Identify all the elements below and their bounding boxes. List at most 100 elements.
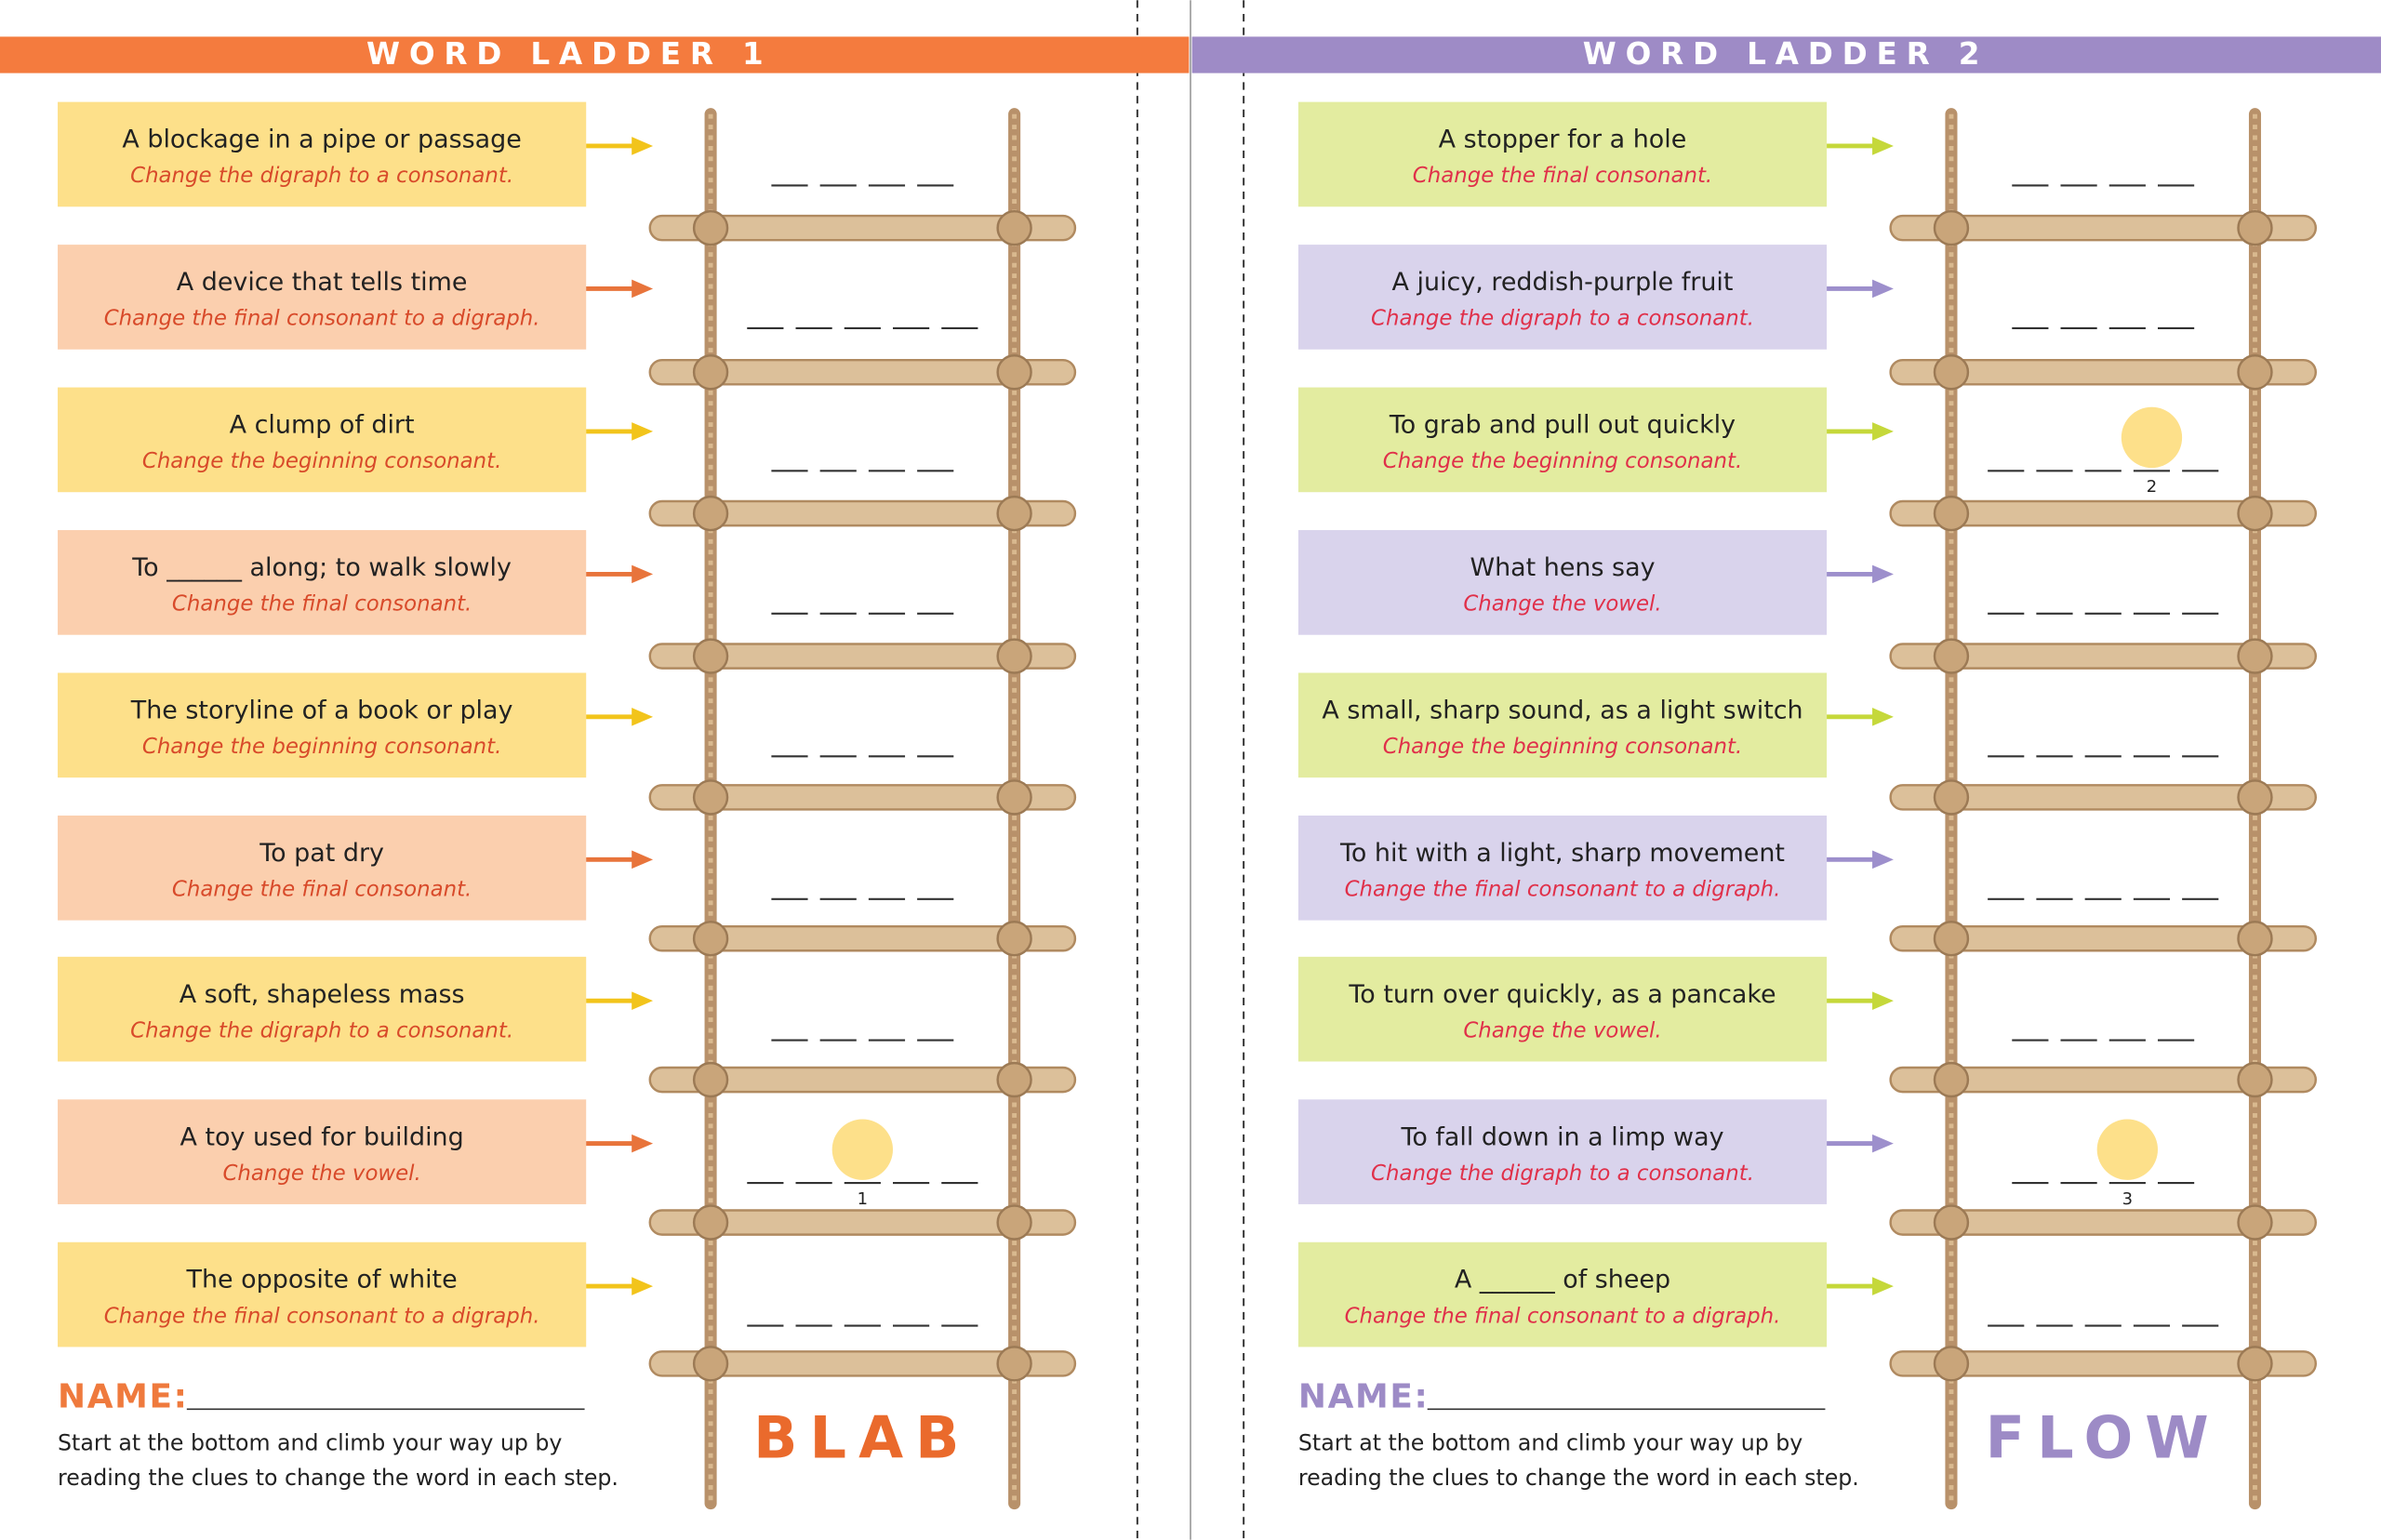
rung — [648, 1066, 1077, 1094]
rung — [648, 643, 1077, 670]
name-label: NAME: — [58, 1378, 189, 1416]
knot — [692, 495, 729, 532]
clue-text: A ______ of sheep — [1455, 1266, 1670, 1294]
rung — [648, 924, 1077, 952]
answer-circle — [831, 1119, 893, 1180]
header-bar — [1191, 36, 2381, 73]
knot — [2237, 779, 2273, 816]
knot — [1933, 779, 1970, 816]
knot — [692, 1346, 729, 1382]
clue-box — [58, 245, 587, 350]
clue-text: A toy used for building — [180, 1122, 464, 1151]
clue-hint: Change the beginning consonant. — [1383, 735, 1742, 759]
clue-hint: Change the final consonant. — [1413, 164, 1712, 188]
knot — [692, 638, 729, 674]
clue-box — [58, 387, 587, 493]
arrow-head — [632, 1277, 654, 1295]
knot — [692, 921, 729, 957]
instructions: reading the clues to change the word in … — [1298, 1465, 1859, 1491]
knot — [2237, 638, 2273, 674]
clue-text: A device that tells time — [177, 268, 468, 297]
knot — [692, 779, 729, 816]
arrow-head — [1872, 708, 1894, 726]
start-word: FLOW — [1986, 1404, 2221, 1472]
clue-box — [58, 101, 587, 207]
rung — [648, 1350, 1077, 1377]
knot — [996, 921, 1032, 957]
clue-box — [1297, 530, 1828, 635]
knot — [2237, 921, 2273, 957]
arrow-head — [632, 422, 654, 441]
arrow-head — [1872, 279, 1894, 299]
knot — [996, 495, 1032, 532]
knot — [2237, 354, 2273, 391]
clue-hint: Change the final consonant to a digraph. — [1345, 1304, 1781, 1328]
name-label: NAME: — [1298, 1378, 1430, 1416]
circle-number: 2 — [2147, 477, 2157, 497]
knot — [1933, 638, 1970, 674]
clue-hint: Change the final consonant to a digraph. — [104, 307, 540, 331]
rung — [1889, 499, 2318, 527]
knot — [996, 1346, 1032, 1382]
rung — [648, 1209, 1077, 1236]
clue-hint: Change the final consonant to a digraph. — [104, 1304, 540, 1328]
rung — [648, 214, 1077, 242]
rung — [1889, 643, 2318, 670]
knot — [1933, 354, 1970, 391]
clue-hint: Change the final consonant. — [172, 592, 472, 617]
clue-hint: Change the vowel. — [1463, 1018, 1661, 1042]
circle-number: 1 — [858, 1189, 868, 1209]
rung — [1889, 214, 2318, 242]
knot — [1933, 1061, 1970, 1098]
instructions: Start at the bottom and climb your way u… — [58, 1429, 562, 1455]
clue-text: To pat dry — [259, 839, 384, 868]
clue-hint: Change the vowel. — [1463, 592, 1661, 617]
clue-hint: Change the digraph to a consonant. — [130, 1018, 513, 1042]
rung — [1889, 1350, 2318, 1377]
clue-hint: Change the digraph to a consonant. — [130, 164, 513, 188]
knot — [2237, 1061, 2273, 1098]
clue-text: A stopper for a hole — [1439, 126, 1687, 154]
clue-text: A clump of dirt — [230, 411, 415, 440]
clue-box — [1297, 1241, 1828, 1348]
clue-box — [58, 672, 587, 778]
answer-circle — [2121, 406, 2183, 469]
clue-text: A soft, shapeless mass — [180, 980, 465, 1009]
rung — [1889, 924, 2318, 952]
clue-box — [58, 956, 587, 1062]
clue-box — [58, 1241, 587, 1348]
clue-hint: Change the digraph to a consonant. — [1371, 1162, 1754, 1186]
knot — [996, 1061, 1032, 1098]
clue-hint: Change the vowel. — [222, 1162, 420, 1186]
rung — [648, 784, 1077, 811]
knot — [2237, 1346, 2273, 1382]
knot — [1933, 921, 1970, 957]
ladder-title: WORD LADDER 2 — [1583, 36, 1989, 72]
arrow-head — [1872, 564, 1894, 584]
clue-box — [1297, 956, 1828, 1062]
clue-text: A small, sharp sound, as a light switch — [1322, 696, 1802, 724]
arrow-head — [1872, 850, 1894, 870]
rung — [648, 499, 1077, 527]
knot — [692, 354, 729, 391]
clue-text: What hens say — [1470, 553, 1655, 582]
arrow-head — [632, 850, 654, 870]
clue-hint: Change the beginning consonant. — [142, 449, 501, 473]
clue-box — [1297, 1099, 1828, 1204]
arrow-head — [1872, 422, 1894, 441]
arrow-head — [632, 991, 654, 1010]
rung — [1889, 1209, 2318, 1236]
clue-box — [1297, 815, 1828, 921]
arrow-head — [632, 708, 654, 726]
rung — [1889, 358, 2318, 386]
clue-text: A blockage in a pipe or passage — [122, 126, 521, 154]
knot — [2237, 209, 2273, 246]
arrow-head — [1872, 1134, 1894, 1153]
ladder-title: WORD LADDER 1 — [366, 36, 772, 72]
knot — [692, 1204, 729, 1241]
clue-hint: Change the digraph to a consonant. — [1371, 307, 1754, 331]
clue-text: To grab and pull out quickly — [1389, 411, 1736, 440]
clue-hint: Change the beginning consonant. — [142, 735, 501, 759]
